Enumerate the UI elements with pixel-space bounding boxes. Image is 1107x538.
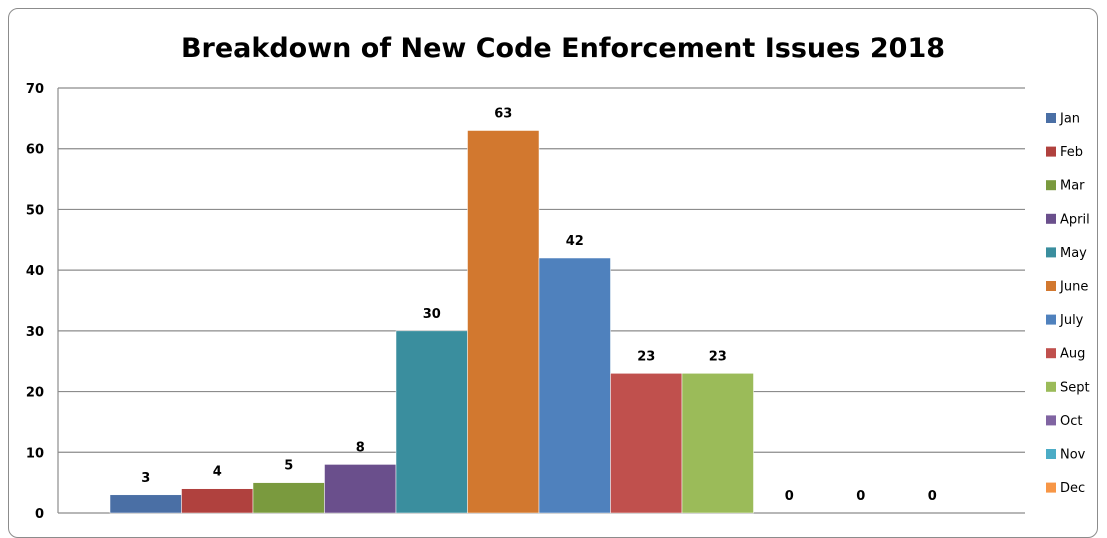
legend-label-may: May xyxy=(1060,246,1087,261)
legend-swatch-mar xyxy=(1046,180,1056,191)
data-label-dec: 0 xyxy=(928,489,937,504)
legend-label-sept: Sept xyxy=(1060,380,1090,395)
data-label-mar: 5 xyxy=(284,459,293,474)
y-tick-label: 0 xyxy=(35,507,44,522)
data-label-feb: 4 xyxy=(213,465,222,480)
y-tick-label: 60 xyxy=(26,143,44,158)
y-tick-label: 30 xyxy=(26,325,44,340)
data-label-nov: 0 xyxy=(856,489,865,504)
data-label-jan: 3 xyxy=(141,471,150,486)
legend-label-june: June xyxy=(1059,280,1088,295)
bar-july xyxy=(538,257,611,514)
legend-swatch-nov xyxy=(1046,449,1056,459)
legend-swatch-june xyxy=(1046,281,1056,291)
legend-swatch-aug xyxy=(1046,348,1056,359)
y-tick-label: 70 xyxy=(26,82,44,97)
y-tick-label: 20 xyxy=(26,386,44,401)
legend-swatch-feb xyxy=(1046,146,1056,157)
data-label-may: 30 xyxy=(423,307,441,322)
data-label-july: 42 xyxy=(566,234,584,249)
legend-label-july: July xyxy=(1059,313,1084,328)
legend-label-aug: Aug xyxy=(1060,347,1085,362)
bar-aug xyxy=(610,373,683,514)
legend: Jan Feb Mar April May June July Aug Sept Oct Nov De… xyxy=(1046,112,1090,496)
legend-swatch-dec xyxy=(1046,482,1056,493)
data-label-sept: 23 xyxy=(709,349,727,364)
data-label-aug: 23 xyxy=(637,349,655,364)
bar-april xyxy=(324,464,397,514)
legend-swatch-may xyxy=(1046,247,1056,258)
bar-sept xyxy=(681,373,754,514)
y-tick-label: 50 xyxy=(26,203,44,218)
chart-title: Breakdown of New Code Enforcement Issues… xyxy=(181,33,945,64)
bar-feb xyxy=(181,488,254,514)
bar-june xyxy=(467,130,540,514)
bar-mar xyxy=(252,482,325,514)
y-tick-label: 10 xyxy=(26,446,44,461)
legend-label-feb: Feb xyxy=(1060,145,1083,160)
legend-swatch-sept xyxy=(1046,381,1056,392)
legend-swatch-july xyxy=(1046,314,1056,325)
legend-swatch-oct xyxy=(1046,415,1056,426)
legend-label-nov: Nov xyxy=(1060,448,1086,463)
bar-chart: Breakdown of New Code Enforcement Issues… xyxy=(26,33,1090,522)
legend-label-dec: Dec xyxy=(1060,481,1085,496)
bar-may xyxy=(395,330,468,514)
legend-swatch-april xyxy=(1046,213,1056,224)
bars xyxy=(109,130,754,514)
data-label-oct: 0 xyxy=(785,489,794,504)
y-axis-ticks: 0 10 20 30 40 50 60 70 xyxy=(26,82,44,522)
legend-label-jan: Jan xyxy=(1059,112,1080,127)
data-label-june: 63 xyxy=(494,107,512,122)
bar-jan xyxy=(109,494,182,514)
legend-label-april: April xyxy=(1060,212,1090,227)
y-tick-label: 40 xyxy=(26,264,44,279)
legend-label-oct: Oct xyxy=(1060,414,1082,429)
data-labels: 3 4 5 8 30 63 42 23 23 0 0 0 xyxy=(141,107,937,505)
legend-label-mar: Mar xyxy=(1060,179,1085,194)
legend-swatch-jan xyxy=(1046,113,1056,123)
data-label-april: 8 xyxy=(356,440,365,455)
